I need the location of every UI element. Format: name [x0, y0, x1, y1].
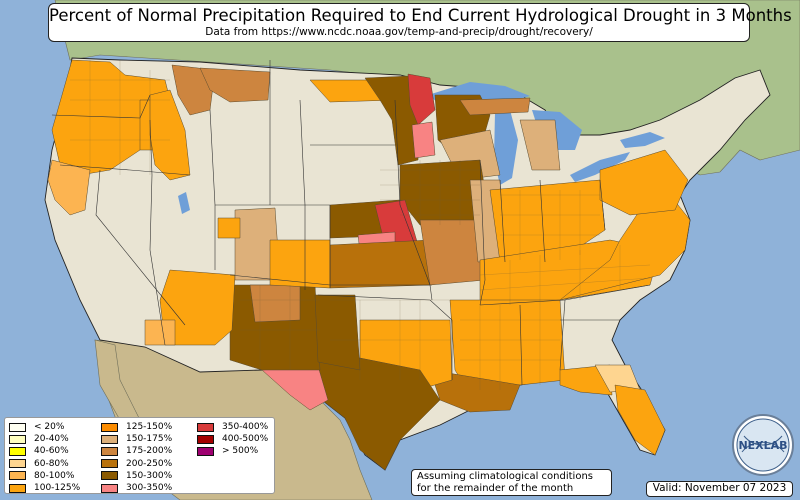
legend-swatch	[9, 459, 26, 469]
region-minnesota-pink	[411, 121, 436, 159]
drought-regions	[47, 59, 691, 471]
map-subtitle: Data from https://www.ncdc.noaa.gov/temp…	[205, 26, 593, 38]
legend-item: 60-80%	[9, 458, 101, 470]
legend-item: 150-300%	[101, 470, 197, 482]
legend-swatch	[9, 422, 26, 432]
legend-item: 100-125%	[9, 482, 101, 494]
region-utah-patch	[217, 217, 241, 239]
legend-swatch	[101, 434, 118, 444]
legend-item: > 500%	[197, 445, 277, 457]
region-michigan-east	[519, 119, 561, 171]
legend-label: > 500%	[222, 446, 259, 457]
legend: < 20% 20-40% 40-60% 60-80% 80-100% 100-125% 12…	[4, 417, 275, 494]
legend-swatch	[9, 446, 26, 456]
legend-label: < 20%	[34, 422, 65, 433]
legend-swatch	[9, 471, 26, 481]
state-lines	[51, 60, 651, 386]
legend-item: 175-200%	[101, 445, 197, 457]
region-new-mexico-east	[249, 284, 301, 323]
legend-label: 200-250%	[126, 458, 173, 469]
legend-item: 80-100%	[9, 470, 101, 482]
legend-swatch	[101, 446, 118, 456]
legend-item: 200-250%	[101, 458, 197, 470]
legend-item: < 20%	[9, 421, 101, 433]
region-louisiana	[429, 369, 521, 413]
assumption-note: Assuming climatological conditions for t…	[411, 469, 612, 496]
legend-swatch	[101, 483, 118, 493]
legend-item: 400-500%	[197, 433, 277, 445]
legend-swatch	[9, 483, 26, 493]
legend-label: 350-400%	[222, 422, 269, 433]
legend-swatch	[101, 459, 118, 469]
region-minnesota-red	[407, 73, 436, 126]
legend-swatch	[101, 422, 118, 432]
county-lines	[70, 60, 651, 390]
lake-erie	[570, 152, 630, 182]
legend-label: 125-150%	[126, 422, 173, 433]
region-kansas	[329, 239, 433, 289]
logo-text: NEXLAB	[738, 439, 787, 452]
legend-swatch	[101, 471, 118, 481]
legend-item: 150-175%	[101, 433, 197, 445]
region-montana-north	[199, 67, 271, 103]
region-oklahoma	[314, 294, 361, 371]
legend-swatch	[197, 446, 214, 456]
legend-item: 300-350%	[101, 482, 197, 494]
region-arizona-south	[144, 319, 176, 346]
region-florida	[614, 384, 666, 456]
legend-label: 60-80%	[34, 458, 69, 469]
map-title: Percent of Normal Precipitation Required…	[49, 6, 792, 25]
lake-michigan	[494, 110, 518, 185]
region-colorado-east	[269, 239, 331, 289]
legend-label: 40-60%	[34, 446, 69, 457]
legend-item: 350-400%	[197, 421, 277, 433]
legend-swatch	[197, 434, 214, 444]
great-salt-lake	[178, 192, 190, 214]
region-michigan-north	[459, 97, 531, 116]
note-line-2: for the remainder of the month	[417, 483, 574, 494]
legend-item: 20-40%	[9, 433, 101, 445]
legend-item: 40-60%	[9, 445, 101, 457]
legend-item: 125-150%	[101, 421, 197, 433]
valid-date-label: Valid: November 07 2023	[646, 481, 793, 497]
legend-label: 400-500%	[222, 434, 269, 445]
legend-swatch	[9, 434, 26, 444]
legend-label: 150-300%	[126, 470, 173, 481]
title-box: Percent of Normal Precipitation Required…	[48, 3, 792, 42]
legend-label: 300-350%	[126, 483, 173, 494]
note-line-1: Assuming climatological conditions	[417, 471, 593, 482]
legend-label: 100-125%	[34, 483, 81, 494]
nexlab-logo: NEXLAB	[732, 414, 794, 476]
legend-label: 175-200%	[126, 446, 173, 457]
legend-swatch	[197, 422, 214, 432]
legend-label: 150-175%	[126, 434, 173, 445]
legend-label: 80-100%	[34, 470, 75, 481]
legend-label: 20-40%	[34, 434, 69, 445]
lake-ontario	[620, 132, 665, 148]
region-appalachia	[599, 149, 689, 216]
